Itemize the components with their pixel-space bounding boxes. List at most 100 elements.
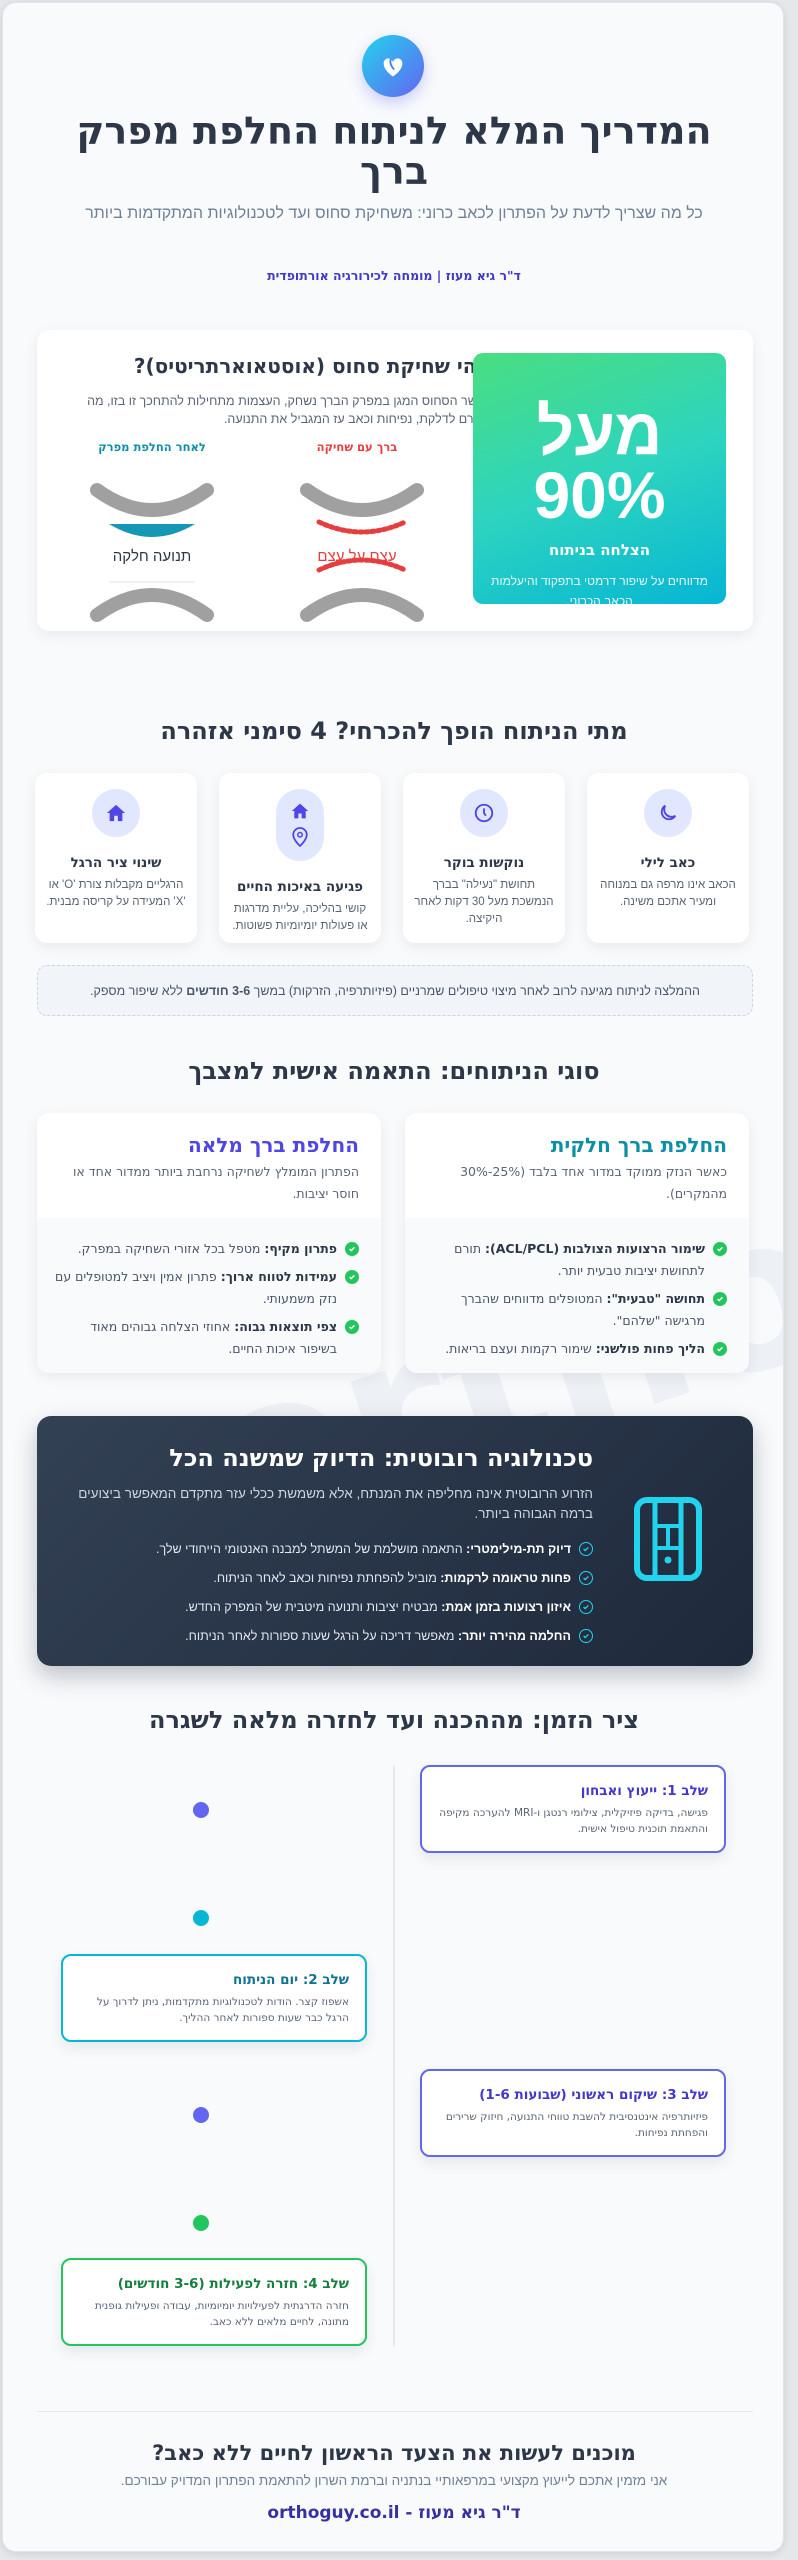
- check-circle-icon: [579, 1628, 593, 1643]
- benefit-item: תחושה "טבעית": המטופלים מדווחים שהברך מר…: [419, 1288, 727, 1332]
- warning-title: פגיעה באיכות החיים: [237, 879, 363, 895]
- knee-illustration: [90, 483, 424, 622]
- text: דיוק תת-מילימטרי:: [466, 1541, 571, 1556]
- check-icon: [713, 1342, 727, 1356]
- step-title: שלב 4: חזרה לפעילות (3-6 חודשים): [117, 2276, 349, 2292]
- stat-label: הצלחה בניתוח: [548, 541, 651, 559]
- warning-title: שינוי ציר הרגל: [70, 855, 162, 871]
- intro-text-block: מהי שחיקת סחוס (אוסטאוארתריטיס)? כאשר הס…: [71, 354, 491, 428]
- moon-icon: [644, 789, 692, 837]
- text: מוביל להפחתת נפיחות וכאב לאחר הניתוח.: [213, 1570, 441, 1585]
- warnings-title: מתי הניתוח הופך להכרחי? 4 סימני אזהרה: [160, 717, 628, 745]
- robotic-benefit: פחות טראומה לרקמות: מוביל להפחתת נפיחות …: [156, 1563, 593, 1592]
- note-text: ההמלצה לניתוח מגיעה לרוב לאחר מיצוי טיפו…: [250, 983, 700, 998]
- timeline-line: [393, 1766, 395, 2346]
- step-text: חזרה הדרגתית לפעילויות יומיומיות, עבודה …: [94, 2300, 349, 2328]
- text: פתרון אמין ויציב למטופלים עם נזק משמעותי…: [55, 1269, 337, 1306]
- warning-card-leg-axis: שינוי ציר הרגל הרגליים מקבלות צורת 'O' א…: [35, 773, 197, 943]
- worn-knee-caption: עצם על עצם: [317, 548, 397, 565]
- clock-icon: [460, 789, 508, 837]
- step-title: שלב 3: שיקום ראשוני (שבועות 1-6): [479, 2087, 708, 2103]
- check-icon: [345, 1270, 359, 1284]
- footer-divider: [37, 2411, 753, 2412]
- intro-text: כאשר הסחוס המגן במפרק הברך נשחק, העצמות …: [87, 394, 491, 426]
- text: החלמה מהירה יותר:: [457, 1628, 571, 1643]
- check-icon: [345, 1320, 359, 1334]
- worn-knee-label: ברך עם שחיקה: [316, 440, 398, 454]
- timeline-dot: [193, 2107, 209, 2123]
- cta-title: מוכנים לעשות את הצעד הראשון לחיים ללא כא…: [152, 2441, 636, 2465]
- text: אחוזי הצלחה גבוהים מאוד בשיפור איכות החי…: [90, 1319, 337, 1356]
- text: שימור הרצועות הצולבות (ACL/PCL):: [485, 1241, 705, 1256]
- check-icon: [713, 1292, 727, 1306]
- note-bold: 3-6 חודשים: [186, 983, 251, 998]
- robotic-technology-card: טכנולוגיה רובוטית: הדיוק שמשנה הכל הזרוע…: [37, 1416, 753, 1666]
- warning-title: נוקשות בוקר: [443, 855, 525, 871]
- step-title: שלב 2: יום הניתוח: [232, 1972, 349, 1988]
- replaced-knee-label: לאחר החלפת מפרק: [98, 440, 206, 454]
- full-title: החלפת ברך מלאה: [188, 1133, 359, 1157]
- timeline-step-3: שלב 3: שיקום ראשוני (שבועות 1-6) פיזיותר…: [420, 2069, 726, 2157]
- step-title: שלב 1: ייעוץ ואבחון: [580, 1783, 708, 1799]
- check-icon: [345, 1242, 359, 1256]
- warning-text: הרגליים מקבלות צורת 'O' או 'X' המעידה על…: [46, 879, 186, 908]
- timeline-step-1: שלב 1: ייעוץ ואבחון פגישה, בדיקה פיזיקלי…: [420, 1765, 726, 1853]
- text: איזון רצועות בזמן אמת:: [441, 1599, 571, 1614]
- text: מטפל בכל אזורי השחיקה במפרק.: [77, 1241, 265, 1256]
- stat-value-line1: מעל: [536, 394, 663, 468]
- text: פחות טראומה לרקמות:: [440, 1570, 571, 1585]
- warning-card-morning-stiffness: נוקשות בוקר תחושת "נעילה" בברך הנמשכת מע…: [403, 773, 565, 943]
- knee-diagram: ברך עם שחיקה לאחר החלפת מפרק תנועה חלקה …: [57, 440, 457, 622]
- benefit-item: פתרון מקיף: מטפל בכל אזורי השחיקה במפרק.: [51, 1238, 359, 1260]
- text: צפי תוצאות גבוה:: [234, 1319, 337, 1334]
- home-location-icon: [276, 789, 324, 861]
- knee-heart-icon: [362, 35, 424, 97]
- warning-text: תחושת "נעילה" בברך הנמשכת מעל 30 דקות לא…: [414, 879, 554, 925]
- note-text-end: ללא שיפור מספק.: [90, 983, 187, 998]
- replaced-knee-caption: תנועה חלקה: [112, 548, 192, 565]
- text: התאמה מושלמת של המשתל למבנה האנטומי הייח…: [156, 1541, 467, 1556]
- robotic-benefit: דיוק תת-מילימטרי: התאמה מושלמת של המשתל …: [156, 1534, 593, 1563]
- intro-title: מהי שחיקת סחוס (אוסטאוארתריטיס)?: [133, 354, 491, 378]
- stat-value-line2: 90%: [533, 458, 666, 532]
- robotic-desc: הזרוע הרובוטית אינה מחליפה את המנתח, אלא…: [78, 1486, 593, 1521]
- author-line: ד"ר גיא מעוז | מומחה לכירורגיה אורתופדית: [267, 268, 521, 283]
- full-replacement-card: החלפת ברך מלאה הפתרון המומלץ לשחיקה נרחב…: [37, 1113, 381, 1373]
- timeline-step-4: שלב 4: חזרה לפעילות (3-6 חודשים) חזרה הד…: [61, 2258, 367, 2346]
- warning-text: הכאב אינו מרפה גם במנוחה ומעיר אתכם משינ…: [600, 879, 736, 908]
- warning-title: כאב לילי: [640, 855, 696, 871]
- text: תחושה "טבעית":: [606, 1291, 705, 1306]
- warning-card-quality-of-life: פגיעה באיכות החיים קושי בהליכה, עליית מד…: [219, 773, 381, 943]
- website-link[interactable]: ד"ר גיא מעוז - orthoguy.co.il: [267, 2503, 521, 2523]
- timeline-title: ציר הזמן: מההכנה ועד לחזרה מלאה לשגרה: [148, 1706, 640, 1734]
- step-text: פגישה, בדיקה פיזיקלית, צילומי רנטגן ו-MR…: [439, 1807, 708, 1835]
- robotic-benefit: החלמה מהירה יותר: מאפשר דריכה על הרגל שע…: [156, 1621, 593, 1650]
- timeline-step-2: שלב 2: יום הניתוח אשפוז קצר. הודות לטכנו…: [61, 1954, 367, 2042]
- benefit-item: הליך פחות פולשני: שימור רקמות ועצם בריאו…: [419, 1338, 727, 1360]
- benefit-item: עמידות לטווח ארוך: פתרון אמין ויציב למטו…: [51, 1266, 359, 1310]
- text: שימור רקמות ועצם בריאות.: [445, 1341, 596, 1356]
- text: פתרון מקיף:: [264, 1241, 337, 1256]
- benefit-item: צפי תוצאות גבוה: אחוזי הצלחה גבוהים מאוד…: [51, 1316, 359, 1360]
- step-text: אשפוז קצר. הודות לטכנולוגיות מתקדמות, ני…: [96, 1996, 349, 2024]
- warning-card-night-pain: כאב לילי הכאב אינו מרפה גם במנוחה ומעיר …: [587, 773, 749, 943]
- page-title: המדריך המלא לניתוח החלפת מפרק ברך: [76, 109, 712, 193]
- check-circle-icon: [579, 1541, 593, 1556]
- check-icon: [713, 1242, 727, 1256]
- partial-replacement-card: החלפת ברך חלקית כאשר הנזק ממוקד במדור אח…: [405, 1113, 749, 1373]
- home-icon: [92, 789, 140, 837]
- text: מבטיח יציבות ותנועה מיטבית של המפרק החדש…: [185, 1599, 442, 1614]
- types-title: סוגי הניתוחים: התאמה אישית למצבך: [188, 1057, 600, 1085]
- text: מאפשר דריכה על הרגל שעות ספורות לאחר הני…: [185, 1628, 458, 1643]
- cta-text: אני מזמין אתכם לייעוץ מקצועי במרפאותיי ב…: [120, 2473, 668, 2488]
- timeline-dot: [193, 1802, 209, 1818]
- text: תורם לתחושת יציבות טבעית יותר.: [454, 1241, 705, 1278]
- robotic-title: טכנולוגיה רובוטית: הדיוק שמשנה הכל: [169, 1444, 593, 1472]
- check-circle-icon: [579, 1570, 593, 1585]
- page-subtitle: כל מה שצריך לדעת על הפתרון לכאב כרוני: מ…: [85, 205, 703, 222]
- benefit-item: שימור הרצועות הצולבות (ACL/PCL): תורם לת…: [419, 1238, 727, 1282]
- full-desc: הפתרון המומלץ לשחיקה נרחבת ביותר ממדור א…: [73, 1164, 359, 1201]
- warning-text: קושי בהליכה, עליית מדרגות או פעולות יומי…: [232, 903, 368, 932]
- surgery-recommendation-note: ההמלצה לניתוח מגיעה לרוב לאחר מיצוי טיפו…: [37, 965, 753, 1016]
- robotic-benefit: איזון רצועות בזמן אמת: מבטיח יציבות ותנו…: [156, 1592, 593, 1621]
